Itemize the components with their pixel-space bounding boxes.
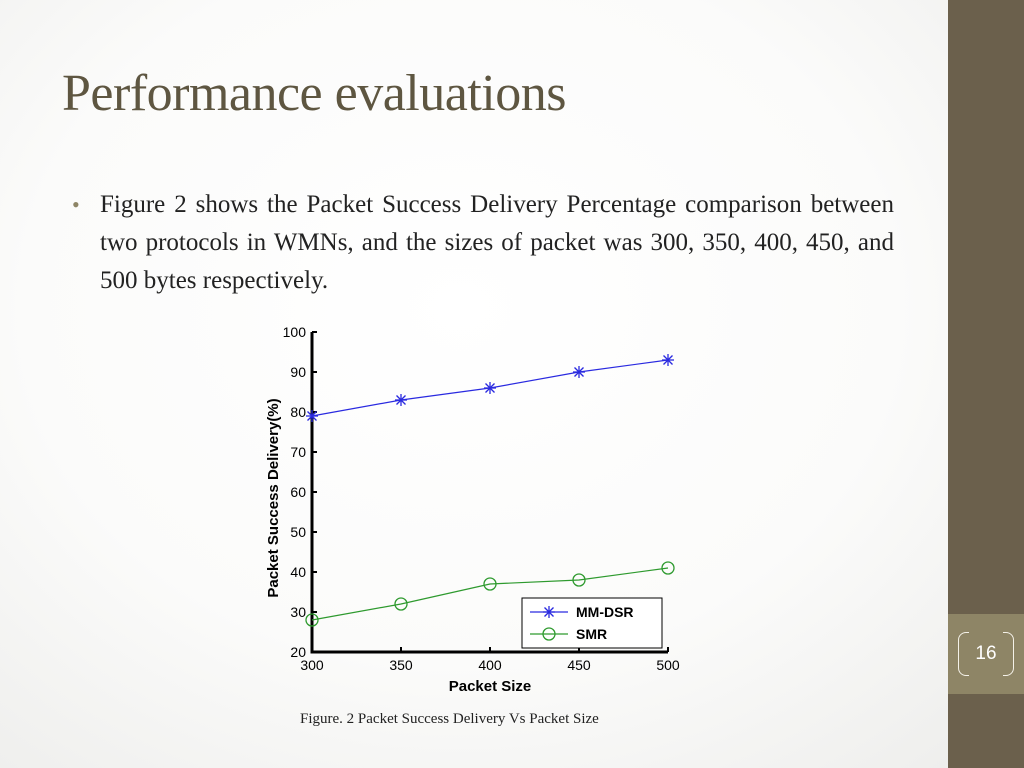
series-line-smr	[311, 567, 669, 621]
x-tick-label: 500	[656, 657, 680, 673]
y-tick-label: 40	[290, 564, 306, 580]
y-tick-label: 60	[290, 484, 306, 500]
x-tick-label: 300	[300, 657, 324, 673]
bullet-dot-icon: •	[72, 192, 80, 217]
x-tick-label: 400	[478, 657, 502, 673]
legend-marker-smr	[542, 627, 556, 641]
page-number-bracket	[958, 630, 1014, 678]
y-tick-label: 100	[283, 324, 307, 340]
y-tick-label: 80	[290, 404, 306, 420]
y-tick-label: 70	[290, 444, 306, 460]
x-tick-label: 450	[567, 657, 591, 673]
data-point-smr	[394, 597, 408, 611]
data-point-mm-dsr	[573, 366, 585, 378]
y-tick-label: 20	[290, 644, 306, 660]
y-tick-label: 30	[290, 604, 306, 620]
legend-label-mm-dsr: MM-DSR	[576, 604, 634, 620]
data-point-mm-dsr	[662, 354, 674, 366]
bullet-item: • Figure 2 shows the Packet Success Deli…	[72, 186, 894, 300]
data-point-smr	[572, 573, 586, 587]
packet-delivery-chart: Packet Success Delivery(%) Packet Size 2…	[265, 324, 680, 695]
data-point-mm-dsr	[395, 394, 407, 406]
x-axis-label: Packet Size	[449, 678, 532, 695]
y-axis-label: Packet Success Delivery(%)	[265, 398, 282, 597]
x-tick-label: 350	[389, 657, 413, 673]
page-number: 16	[975, 643, 997, 664]
data-point-smr	[305, 613, 319, 627]
legend-label-smr: SMR	[576, 626, 607, 642]
bullet-text: Figure 2 shows the Packet Success Delive…	[100, 191, 894, 294]
y-tick-label: 50	[290, 524, 306, 540]
data-point-smr	[483, 577, 497, 591]
data-point-mm-dsr	[484, 382, 496, 394]
slide-title: Performance evaluations	[62, 65, 566, 122]
figure-caption: Figure. 2 Packet Success Delivery Vs Pac…	[300, 711, 599, 727]
data-point-mm-dsr	[306, 410, 318, 422]
data-point-smr	[661, 561, 675, 575]
legend-marker-mm-dsr	[543, 606, 555, 618]
legend-box	[521, 597, 663, 649]
y-tick-label: 90	[290, 364, 306, 380]
